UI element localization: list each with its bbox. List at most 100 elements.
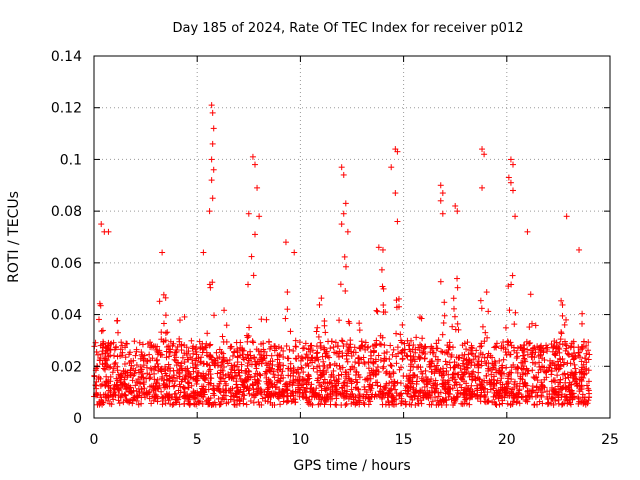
data-point bbox=[487, 352, 494, 359]
data-point bbox=[417, 388, 424, 395]
data-point bbox=[245, 373, 252, 380]
data-point bbox=[189, 360, 196, 367]
data-point bbox=[332, 401, 339, 408]
data-point bbox=[287, 328, 294, 335]
data-point bbox=[152, 364, 159, 371]
data-point bbox=[401, 350, 408, 357]
chart-title: Day 185 of 2024, Rate Of TEC Index for r… bbox=[173, 21, 524, 36]
data-point bbox=[185, 369, 192, 376]
data-point bbox=[291, 249, 298, 256]
data-point bbox=[307, 400, 314, 407]
data-point bbox=[202, 344, 209, 351]
data-point bbox=[565, 374, 572, 381]
data-point bbox=[433, 340, 440, 347]
data-point bbox=[437, 182, 444, 189]
data-point bbox=[338, 371, 345, 378]
x-tick-label: 25 bbox=[601, 432, 619, 448]
data-point bbox=[491, 373, 498, 380]
data-point bbox=[112, 359, 119, 366]
data-point bbox=[428, 368, 435, 375]
data-point bbox=[452, 202, 459, 209]
data-point bbox=[481, 392, 488, 399]
data-point bbox=[158, 388, 165, 395]
data-point bbox=[282, 315, 289, 322]
data-point bbox=[392, 386, 399, 393]
data-point bbox=[489, 399, 496, 406]
data-point bbox=[520, 345, 527, 352]
data-point bbox=[473, 385, 480, 392]
data-point bbox=[285, 372, 292, 379]
data-point bbox=[393, 330, 400, 337]
data-point bbox=[354, 400, 361, 407]
data-point bbox=[502, 349, 509, 356]
data-point bbox=[362, 339, 369, 346]
data-point bbox=[154, 343, 161, 350]
data-point bbox=[208, 402, 215, 409]
data-point bbox=[439, 210, 446, 217]
data-point bbox=[255, 378, 262, 385]
data-point bbox=[216, 401, 223, 408]
data-point bbox=[131, 338, 138, 345]
data-point bbox=[146, 389, 153, 396]
data-point bbox=[301, 344, 308, 351]
y-tick-label: 0.02 bbox=[51, 359, 82, 375]
data-point bbox=[240, 388, 247, 395]
data-point bbox=[234, 384, 241, 391]
data-point bbox=[136, 389, 143, 396]
data-point bbox=[139, 370, 146, 377]
data-point bbox=[95, 351, 102, 358]
data-point bbox=[207, 352, 214, 359]
data-point bbox=[210, 125, 217, 132]
data-point bbox=[463, 346, 470, 353]
data-point bbox=[344, 228, 351, 235]
data-point bbox=[475, 361, 482, 368]
data-point bbox=[251, 354, 258, 361]
data-point bbox=[421, 343, 428, 350]
data-point bbox=[167, 349, 174, 356]
data-point bbox=[208, 156, 215, 163]
data-point bbox=[379, 365, 386, 372]
data-point bbox=[296, 377, 303, 384]
data-point bbox=[277, 378, 284, 385]
data-point bbox=[219, 333, 226, 340]
data-point bbox=[484, 354, 491, 361]
data-point bbox=[235, 369, 242, 376]
data-point bbox=[324, 364, 331, 371]
data-point bbox=[315, 379, 322, 386]
data-point bbox=[333, 350, 340, 357]
data-point bbox=[171, 391, 178, 398]
data-point bbox=[231, 401, 238, 408]
data-point bbox=[452, 326, 459, 333]
data-point bbox=[284, 306, 291, 313]
data-point bbox=[333, 392, 340, 399]
data-point bbox=[170, 340, 177, 347]
data-point bbox=[351, 344, 358, 351]
y-tick-label: 0.06 bbox=[51, 256, 82, 272]
data-point bbox=[174, 359, 181, 366]
data-point bbox=[532, 322, 539, 329]
data-point bbox=[199, 340, 206, 347]
data-point bbox=[284, 365, 291, 372]
data-point bbox=[254, 184, 261, 191]
data-point bbox=[544, 344, 551, 351]
data-point bbox=[545, 399, 552, 406]
data-point bbox=[339, 364, 346, 371]
data-point bbox=[143, 364, 150, 371]
data-point bbox=[470, 356, 477, 363]
data-points bbox=[91, 102, 593, 409]
data-point bbox=[381, 350, 388, 357]
data-point bbox=[342, 200, 349, 207]
data-point bbox=[176, 366, 183, 373]
data-point bbox=[251, 161, 258, 168]
data-point bbox=[218, 349, 225, 356]
data-point bbox=[338, 402, 345, 409]
data-point bbox=[208, 177, 215, 184]
data-point bbox=[138, 386, 145, 393]
data-point bbox=[120, 399, 127, 406]
data-point bbox=[332, 339, 339, 346]
data-point bbox=[133, 348, 140, 355]
data-point bbox=[185, 400, 192, 407]
data-point bbox=[506, 307, 513, 314]
data-point bbox=[348, 348, 355, 355]
data-point bbox=[367, 375, 374, 382]
